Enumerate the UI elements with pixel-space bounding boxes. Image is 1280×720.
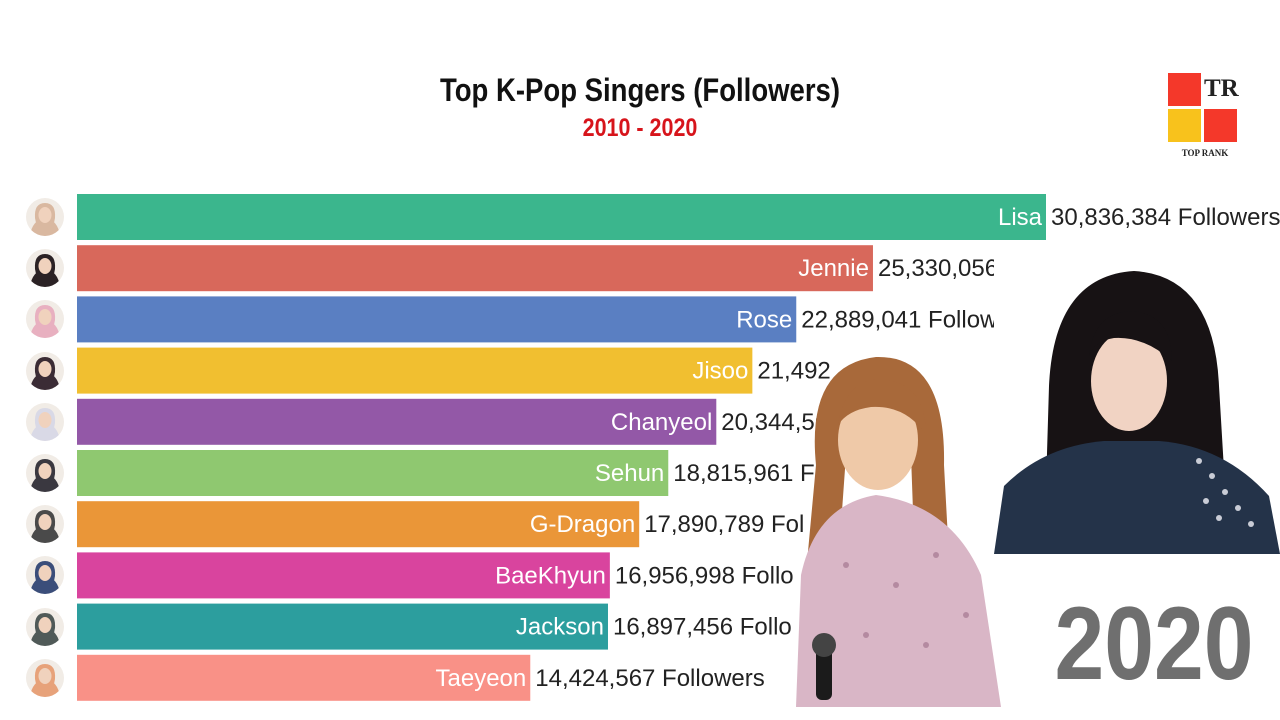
- bar-label-lisa: Lisa: [998, 204, 1043, 231]
- bar-label-jisoo: Jisoo: [692, 358, 748, 385]
- avatar-icon: [26, 454, 64, 492]
- top-rank-logo: TR TOP RANK: [1168, 73, 1242, 163]
- avatar-icon: [26, 658, 64, 697]
- avatar-icon: [26, 402, 64, 441]
- logo-square-yellow: [1168, 109, 1201, 142]
- bar-label-rose: Rose: [736, 306, 792, 333]
- logo-square-red: [1168, 73, 1201, 106]
- bar-label-taeyeon: Taeyeon: [436, 665, 527, 692]
- bar-jennie: [77, 245, 873, 292]
- bar-jackson: [77, 603, 608, 650]
- value-label-jackson: 16,897,456 Follo: [613, 614, 792, 641]
- bar-taeyeon: [77, 654, 531, 701]
- year-overlay: 2020: [1054, 586, 1254, 702]
- bar-lisa: [77, 194, 1046, 240]
- bar-g-dragon: [77, 501, 640, 548]
- bar-sehun: [77, 450, 669, 496]
- bar-rose: [77, 296, 797, 343]
- jennie-photo: [994, 256, 1280, 554]
- lisa-photo: [776, 345, 1008, 707]
- avatar-icon: [26, 505, 64, 544]
- avatar-icon: [26, 607, 64, 646]
- bar-baekhyun: [77, 552, 610, 599]
- value-label-g-dragon: 17,890,789 Fol: [644, 511, 804, 538]
- value-label-jisoo: 21,492: [757, 358, 830, 385]
- value-label-taeyeon: 14,424,567 Followers: [535, 665, 764, 692]
- avatar-icon: [26, 198, 64, 236]
- logo-square-red-2: [1204, 109, 1237, 142]
- avatar-icon: [26, 351, 64, 390]
- value-label-lisa: 30,836,384 Followers: [1051, 204, 1280, 231]
- avatar-icon: [26, 556, 64, 595]
- bar-label-jackson: Jackson: [516, 614, 604, 641]
- logo-letters: TR: [1204, 75, 1239, 102]
- bar-label-chanyeol: Chanyeol: [611, 409, 712, 436]
- chart-subtitle: 2010 - 2020: [582, 114, 698, 142]
- value-label-baekhyun: 16,956,998 Follo: [615, 562, 794, 589]
- bar-label-baekhyun: BaeKhyun: [495, 562, 606, 589]
- value-label-chanyeol: 20,344,56: [721, 409, 828, 436]
- bar-label-jennie: Jennie: [798, 255, 869, 282]
- value-label-rose: 22,889,041 Followers: [801, 306, 1030, 333]
- bar-label-sehun: Sehun: [595, 460, 664, 487]
- avatar-icon: [26, 300, 64, 339]
- bar-label-g-dragon: G-Dragon: [530, 511, 635, 538]
- logo-caption: TOP RANK: [1181, 148, 1229, 158]
- avatar-icon: [26, 249, 64, 288]
- bar-chanyeol: [77, 398, 717, 445]
- bar-jisoo: [77, 347, 753, 394]
- value-label-sehun: 18,815,961 Fo: [673, 460, 828, 487]
- chart-title: Top K-Pop Singers (Followers): [439, 72, 841, 108]
